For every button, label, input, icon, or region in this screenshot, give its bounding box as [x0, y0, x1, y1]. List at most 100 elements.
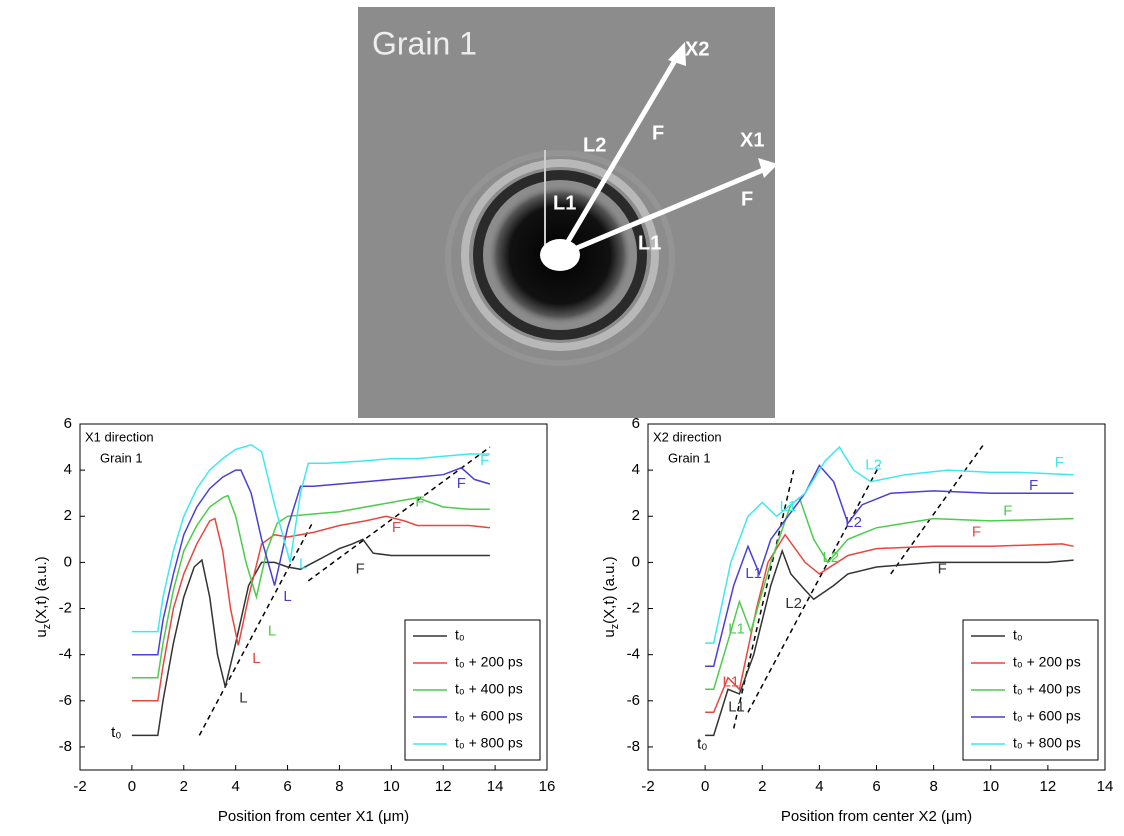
guide-line	[198, 520, 315, 736]
y-axis-label: uz(X,t) (a.u.)	[601, 556, 621, 637]
y-axis-label-part: (X,t) (a.u.)	[33, 556, 50, 624]
annotation: F	[415, 493, 424, 510]
y-axis-label: uz(X,t) (a.u.)	[33, 556, 53, 637]
y-tick-label: 6	[632, 415, 640, 432]
x-tick-label: 6	[283, 778, 291, 795]
x-tick-label: -2	[73, 778, 86, 795]
x-tick-label: 10	[982, 778, 999, 795]
y-tick-label: -2	[59, 600, 72, 617]
annotation: L1	[780, 498, 797, 515]
series-line	[705, 533, 1074, 714]
annotation: L2	[845, 514, 862, 531]
image-label: F	[741, 188, 753, 210]
x-tick-label: 16	[539, 778, 556, 795]
x-axis-label: Position from center X1 (μm)	[218, 808, 409, 825]
image-label: X2	[685, 38, 709, 60]
chart: -2 0 2 4 6 8 10 12 14 -8 -6 -4 -2 0 2 4 6 Position from c…	[601, 415, 1113, 825]
image-label: L2	[583, 134, 606, 156]
x-tick-label: 14	[1097, 778, 1114, 795]
y-tick-label: -8	[59, 738, 72, 755]
x-tick-label: 4	[231, 778, 239, 795]
x-tick-label: 12	[435, 778, 452, 795]
annotation: F	[457, 475, 466, 492]
annotation: L2	[785, 595, 802, 612]
legend-label: t₀ + 600 ps	[455, 708, 523, 724]
y-axis-label-part: u	[33, 629, 50, 637]
guide-line	[307, 446, 491, 582]
annotation: L1	[728, 620, 745, 637]
y-tick-label: 0	[632, 553, 640, 570]
inset-label: Grain 1	[100, 450, 143, 465]
x-axis-label: Position from center X2 (μm)	[781, 808, 972, 825]
arrow-x1	[559, 165, 769, 258]
guide-line	[747, 465, 881, 713]
annotation: L2	[865, 456, 882, 473]
x-tick-label: 6	[872, 778, 880, 795]
y-tick-label: 4	[632, 461, 640, 478]
x-tick-label: 2	[758, 778, 766, 795]
annotation: L1	[745, 565, 762, 582]
legend-label: t₀ + 200 ps	[1013, 654, 1081, 670]
annotation: L	[239, 689, 247, 706]
chart: -2 0 2 4 6 8 10 12 14 16 -8 -6 -4 -2 0 2 4 6 Position from…	[33, 415, 555, 825]
image-label: F	[652, 122, 664, 144]
micrograph	[358, 7, 778, 418]
annotation: F	[1055, 454, 1064, 471]
y-tick-label: 4	[64, 461, 72, 478]
annotation: F	[972, 523, 981, 540]
annotation: L1	[728, 699, 745, 716]
annotation: L	[268, 623, 276, 640]
annotation: L1	[722, 673, 739, 690]
y-tick-label: -2	[627, 600, 640, 617]
y-tick-label: 0	[64, 553, 72, 570]
y-axis-label-sub: z	[41, 624, 53, 630]
y-tick-label: 6	[64, 415, 72, 432]
series-line	[131, 466, 491, 656]
x-tick-label: 12	[1040, 778, 1057, 795]
x-tick-label: 10	[383, 778, 400, 795]
image-title: Grain 1	[372, 25, 477, 61]
x-tick-label: 14	[487, 778, 504, 795]
x-tick-label: 8	[929, 778, 937, 795]
inset-label: X2 direction	[653, 429, 722, 444]
legend-label: t₀ + 400 ps	[455, 681, 523, 697]
series-line	[131, 515, 490, 702]
series-line	[705, 445, 1074, 644]
legend-label: t₀ + 400 ps	[1013, 681, 1081, 697]
image-label: X1	[740, 129, 764, 151]
y-tick-label: -8	[627, 738, 640, 755]
arrow-x2	[557, 50, 683, 257]
image-label: L1	[553, 192, 576, 214]
annotation: F	[392, 519, 401, 536]
legend-label: t₀ + 200 ps	[455, 654, 523, 670]
legend-label: t₀ + 800 ps	[1013, 735, 1081, 751]
series-line	[131, 494, 490, 679]
annotation: L2	[822, 549, 839, 566]
annotation: F	[938, 560, 947, 577]
x-tick-label: 0	[701, 778, 709, 795]
annotation: L	[283, 588, 291, 605]
y-axis-label-part: u	[601, 629, 618, 637]
x-tick-label: 8	[335, 778, 343, 795]
legend-label: t₀ + 800 ps	[455, 735, 523, 751]
annotation: F	[1029, 477, 1038, 494]
arrow-head	[758, 158, 778, 178]
legend-label: t₀	[455, 627, 465, 643]
y-tick-label: 2	[632, 507, 640, 524]
inset-label: Grain 1	[668, 450, 711, 465]
annotation: t₀	[697, 736, 707, 753]
legend-label: t₀ + 600 ps	[1013, 708, 1081, 724]
y-tick-label: -4	[627, 646, 640, 663]
y-tick-label: -6	[627, 692, 640, 709]
y-axis-label-part: (X,t) (a.u.)	[601, 556, 618, 624]
annotation: F	[356, 560, 365, 577]
y-tick-label: 2	[64, 507, 72, 524]
y-tick-label: -4	[59, 646, 72, 663]
y-tick-label: -6	[59, 692, 72, 709]
annotation: t₀	[111, 724, 121, 741]
ring	[473, 170, 647, 340]
x-tick-label: 0	[128, 778, 136, 795]
x-tick-label: 2	[180, 778, 188, 795]
legend-label: t₀	[1013, 627, 1023, 643]
x-tick-label: 4	[815, 778, 823, 795]
